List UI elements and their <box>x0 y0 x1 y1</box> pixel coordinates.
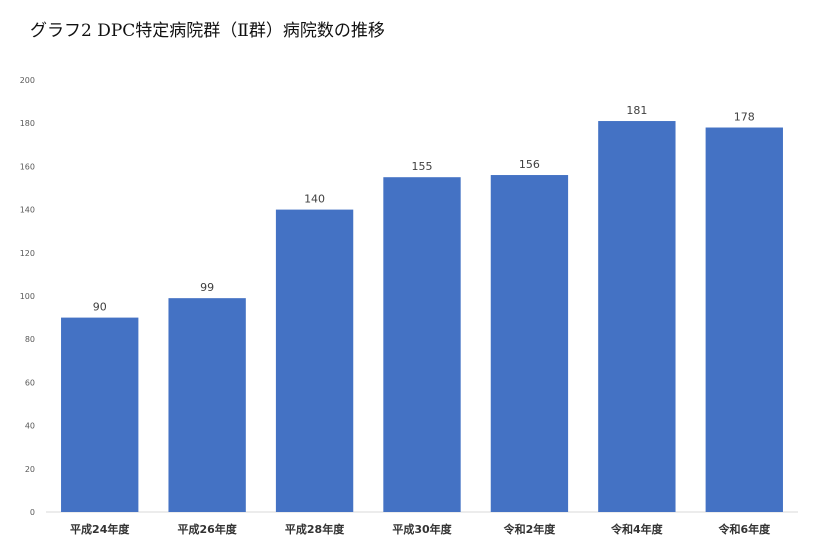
y-tick-label: 40 <box>25 422 35 431</box>
x-tick-label-3: 平成30年度 <box>392 522 452 536</box>
y-tick-label: 160 <box>20 162 35 171</box>
bar-3 <box>383 177 461 512</box>
bar-4 <box>490 175 569 513</box>
y-tick-label: 200 <box>20 76 35 85</box>
bars <box>61 121 783 513</box>
y-axis-ticks: 0 20 40 60 80 100 120 140 160 180 200 <box>20 76 35 517</box>
x-tick-label-5: 令和4年度 <box>610 522 664 536</box>
y-tick-label: 20 <box>25 465 35 474</box>
bar-2 <box>275 209 354 512</box>
x-tick-label-0: 平成24年度 <box>70 522 130 536</box>
y-tick-label: 80 <box>25 335 35 344</box>
y-tick-label: 60 <box>25 378 35 387</box>
y-tick-label: 180 <box>20 119 35 128</box>
data-labels: 90 99 140 155 156 181 178 <box>93 104 755 314</box>
data-label-1: 99 <box>200 281 214 294</box>
y-tick-label: 0 <box>30 508 35 517</box>
data-label-4: 156 <box>519 158 540 171</box>
bar-0 <box>61 317 139 512</box>
x-tick-label-2: 平成28年度 <box>285 522 345 536</box>
bar-1 <box>168 298 246 512</box>
bar-6 <box>705 127 783 513</box>
x-tick-label-4: 令和2年度 <box>503 522 557 536</box>
bar-5 <box>598 121 676 512</box>
data-label-0: 90 <box>93 301 107 314</box>
data-label-5: 181 <box>626 104 647 117</box>
chart-title: グラフ2 DPC特定病院群（Ⅱ群）病院数の推移 <box>30 21 385 41</box>
x-tick-label-1: 平成26年度 <box>177 522 237 536</box>
data-label-2: 140 <box>304 193 325 206</box>
y-tick-label: 120 <box>20 249 35 258</box>
x-tick-label-6: 令和6年度 <box>717 522 771 536</box>
y-tick-label: 100 <box>20 292 35 301</box>
data-label-6: 178 <box>734 111 755 124</box>
data-label-3: 155 <box>412 160 433 173</box>
y-tick-label: 140 <box>20 206 35 215</box>
x-axis-labels: 平成24年度 平成26年度 平成28年度 平成30年度 令和2年度 令和4年度 令和6年度 <box>70 522 771 536</box>
